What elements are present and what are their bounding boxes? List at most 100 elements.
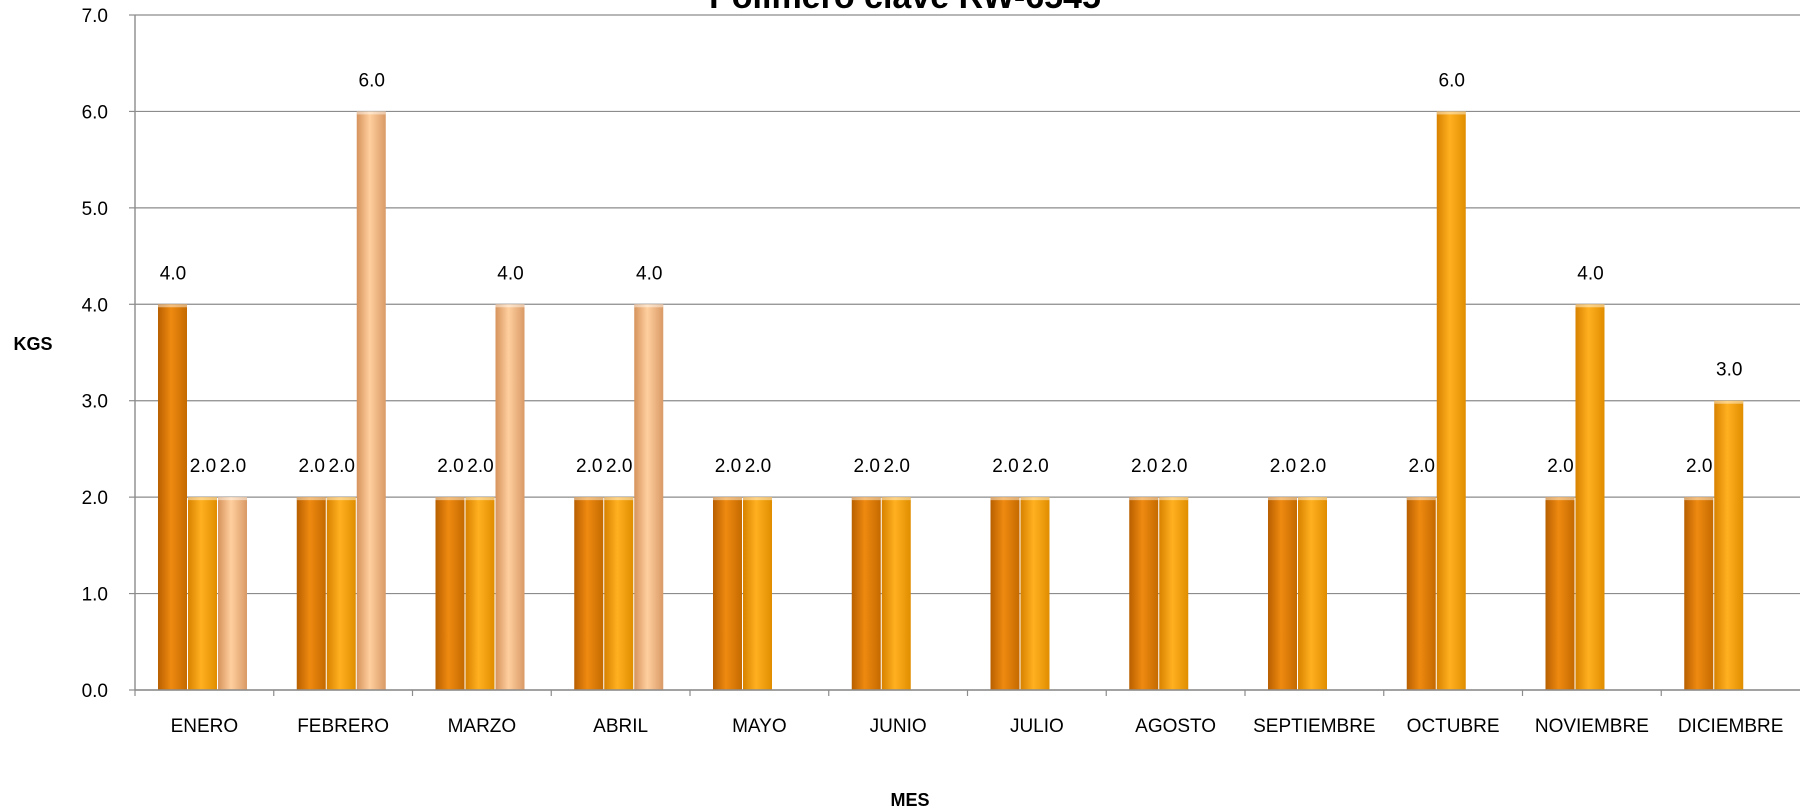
x-tick-label: NOVIEMBRE: [1535, 716, 1649, 737]
bar: [634, 304, 664, 690]
bar-cap: [851, 497, 881, 501]
y-tick-label: 6.0: [82, 102, 108, 123]
data-label: 2.0: [190, 456, 216, 477]
bar-cap: [1268, 497, 1297, 501]
bar-cap: [1714, 400, 1744, 404]
data-label: 2.0: [467, 456, 493, 477]
data-label: 2.0: [1131, 456, 1157, 477]
y-axis-title: KGS: [13, 334, 52, 354]
gridlines: [135, 14, 1800, 691]
bar-cap: [1159, 497, 1189, 501]
y-tick-label: 5.0: [82, 199, 108, 220]
bar: [188, 497, 217, 690]
data-label: 4.0: [1577, 263, 1603, 284]
x-tick-label: OCTUBRE: [1407, 716, 1500, 737]
bar: [604, 497, 634, 690]
data-label: 2.0: [854, 456, 880, 477]
x-tick-label: AGOSTO: [1135, 716, 1216, 737]
data-label: 2.0: [715, 456, 741, 477]
bar: [1129, 497, 1159, 690]
data-label: 2.0: [1409, 456, 1435, 477]
bar: [1020, 497, 1050, 690]
x-tick-label: ABRIL: [593, 716, 648, 737]
data-label: 3.0: [1716, 360, 1742, 381]
bar: [1575, 304, 1605, 690]
bar-cap: [1575, 304, 1605, 308]
bar-cap: [1298, 497, 1327, 501]
x-tick-label: DICIEMBRE: [1678, 716, 1784, 737]
y-tick-label: 3.0: [82, 392, 108, 413]
bar-cap: [1406, 497, 1436, 501]
data-label: 6.0: [359, 70, 385, 91]
bar: [495, 304, 525, 690]
bar-cap: [604, 497, 634, 501]
data-label: 2.0: [884, 456, 910, 477]
data-label: 2.0: [220, 456, 246, 477]
bar-cap: [495, 304, 525, 308]
x-tick-label: JULIO: [1010, 716, 1064, 737]
bar-cap: [326, 497, 356, 501]
bar: [218, 497, 247, 690]
bar: [435, 497, 465, 690]
data-label: 2.0: [606, 456, 632, 477]
bar: [1159, 497, 1189, 690]
y-tick-label: 4.0: [82, 295, 108, 316]
bar-cap: [465, 497, 495, 501]
bar: [851, 497, 881, 690]
data-label: 2.0: [1022, 456, 1048, 477]
x-tick-label: JUNIO: [870, 716, 927, 737]
data-label: 6.0: [1439, 70, 1465, 91]
bar: [1436, 111, 1466, 690]
bar: [465, 497, 495, 690]
bar-cap: [435, 497, 465, 501]
bar-cap: [218, 497, 247, 501]
bar-cap: [743, 497, 772, 501]
bar-cap: [1436, 111, 1466, 115]
bar: [296, 497, 326, 690]
bar: [990, 497, 1020, 690]
x-tick-label: MAYO: [732, 716, 787, 737]
bar-cap: [713, 497, 742, 501]
bar-cap: [1545, 497, 1575, 501]
bars: [158, 111, 1744, 690]
bar: [1714, 400, 1744, 690]
data-label: 2.0: [329, 456, 355, 477]
data-label: 2.0: [992, 456, 1018, 477]
bar-cap: [634, 304, 664, 308]
data-label: 2.0: [1300, 456, 1326, 477]
data-label: 2.0: [1686, 456, 1712, 477]
bar-cap: [158, 304, 187, 308]
y-tick-label: 1.0: [82, 585, 108, 606]
bar: [1406, 497, 1436, 690]
data-label: 2.0: [299, 456, 325, 477]
data-label: 4.0: [497, 263, 523, 284]
bar: [158, 304, 187, 690]
data-label: 2.0: [437, 456, 463, 477]
data-labels: 4.02.0 2.0 2.0 2.06.02.0 2.04.02.0 2.04.02.0 2…: [160, 70, 1743, 477]
y-tick-label: 7.0: [82, 6, 108, 27]
bar: [881, 497, 911, 690]
bar: [743, 497, 772, 690]
y-tick-label: 2.0: [82, 488, 108, 509]
bar-cap: [574, 497, 604, 501]
bar: [356, 111, 386, 690]
chart-title: Polímero clave RW-6545: [709, 0, 1101, 16]
bar-cap: [881, 497, 911, 501]
bar: [1684, 497, 1714, 690]
x-tick-label: FEBRERO: [297, 716, 389, 737]
bar: [713, 497, 742, 690]
bar-cap: [1129, 497, 1159, 501]
data-label: 2.0: [576, 456, 602, 477]
data-label: 2.0: [1547, 456, 1573, 477]
bar: [1298, 497, 1327, 690]
bar-cap: [356, 111, 386, 115]
x-tick-label: SEPTIEMBRE: [1253, 716, 1375, 737]
bar: [1268, 497, 1297, 690]
x-tick-label: ENERO: [171, 716, 239, 737]
y-tick-label: 0.0: [82, 681, 108, 702]
bar-cap: [990, 497, 1020, 501]
data-label: 4.0: [160, 263, 186, 284]
data-label: 2.0: [1270, 456, 1296, 477]
x-tick-label: MARZO: [448, 716, 517, 737]
